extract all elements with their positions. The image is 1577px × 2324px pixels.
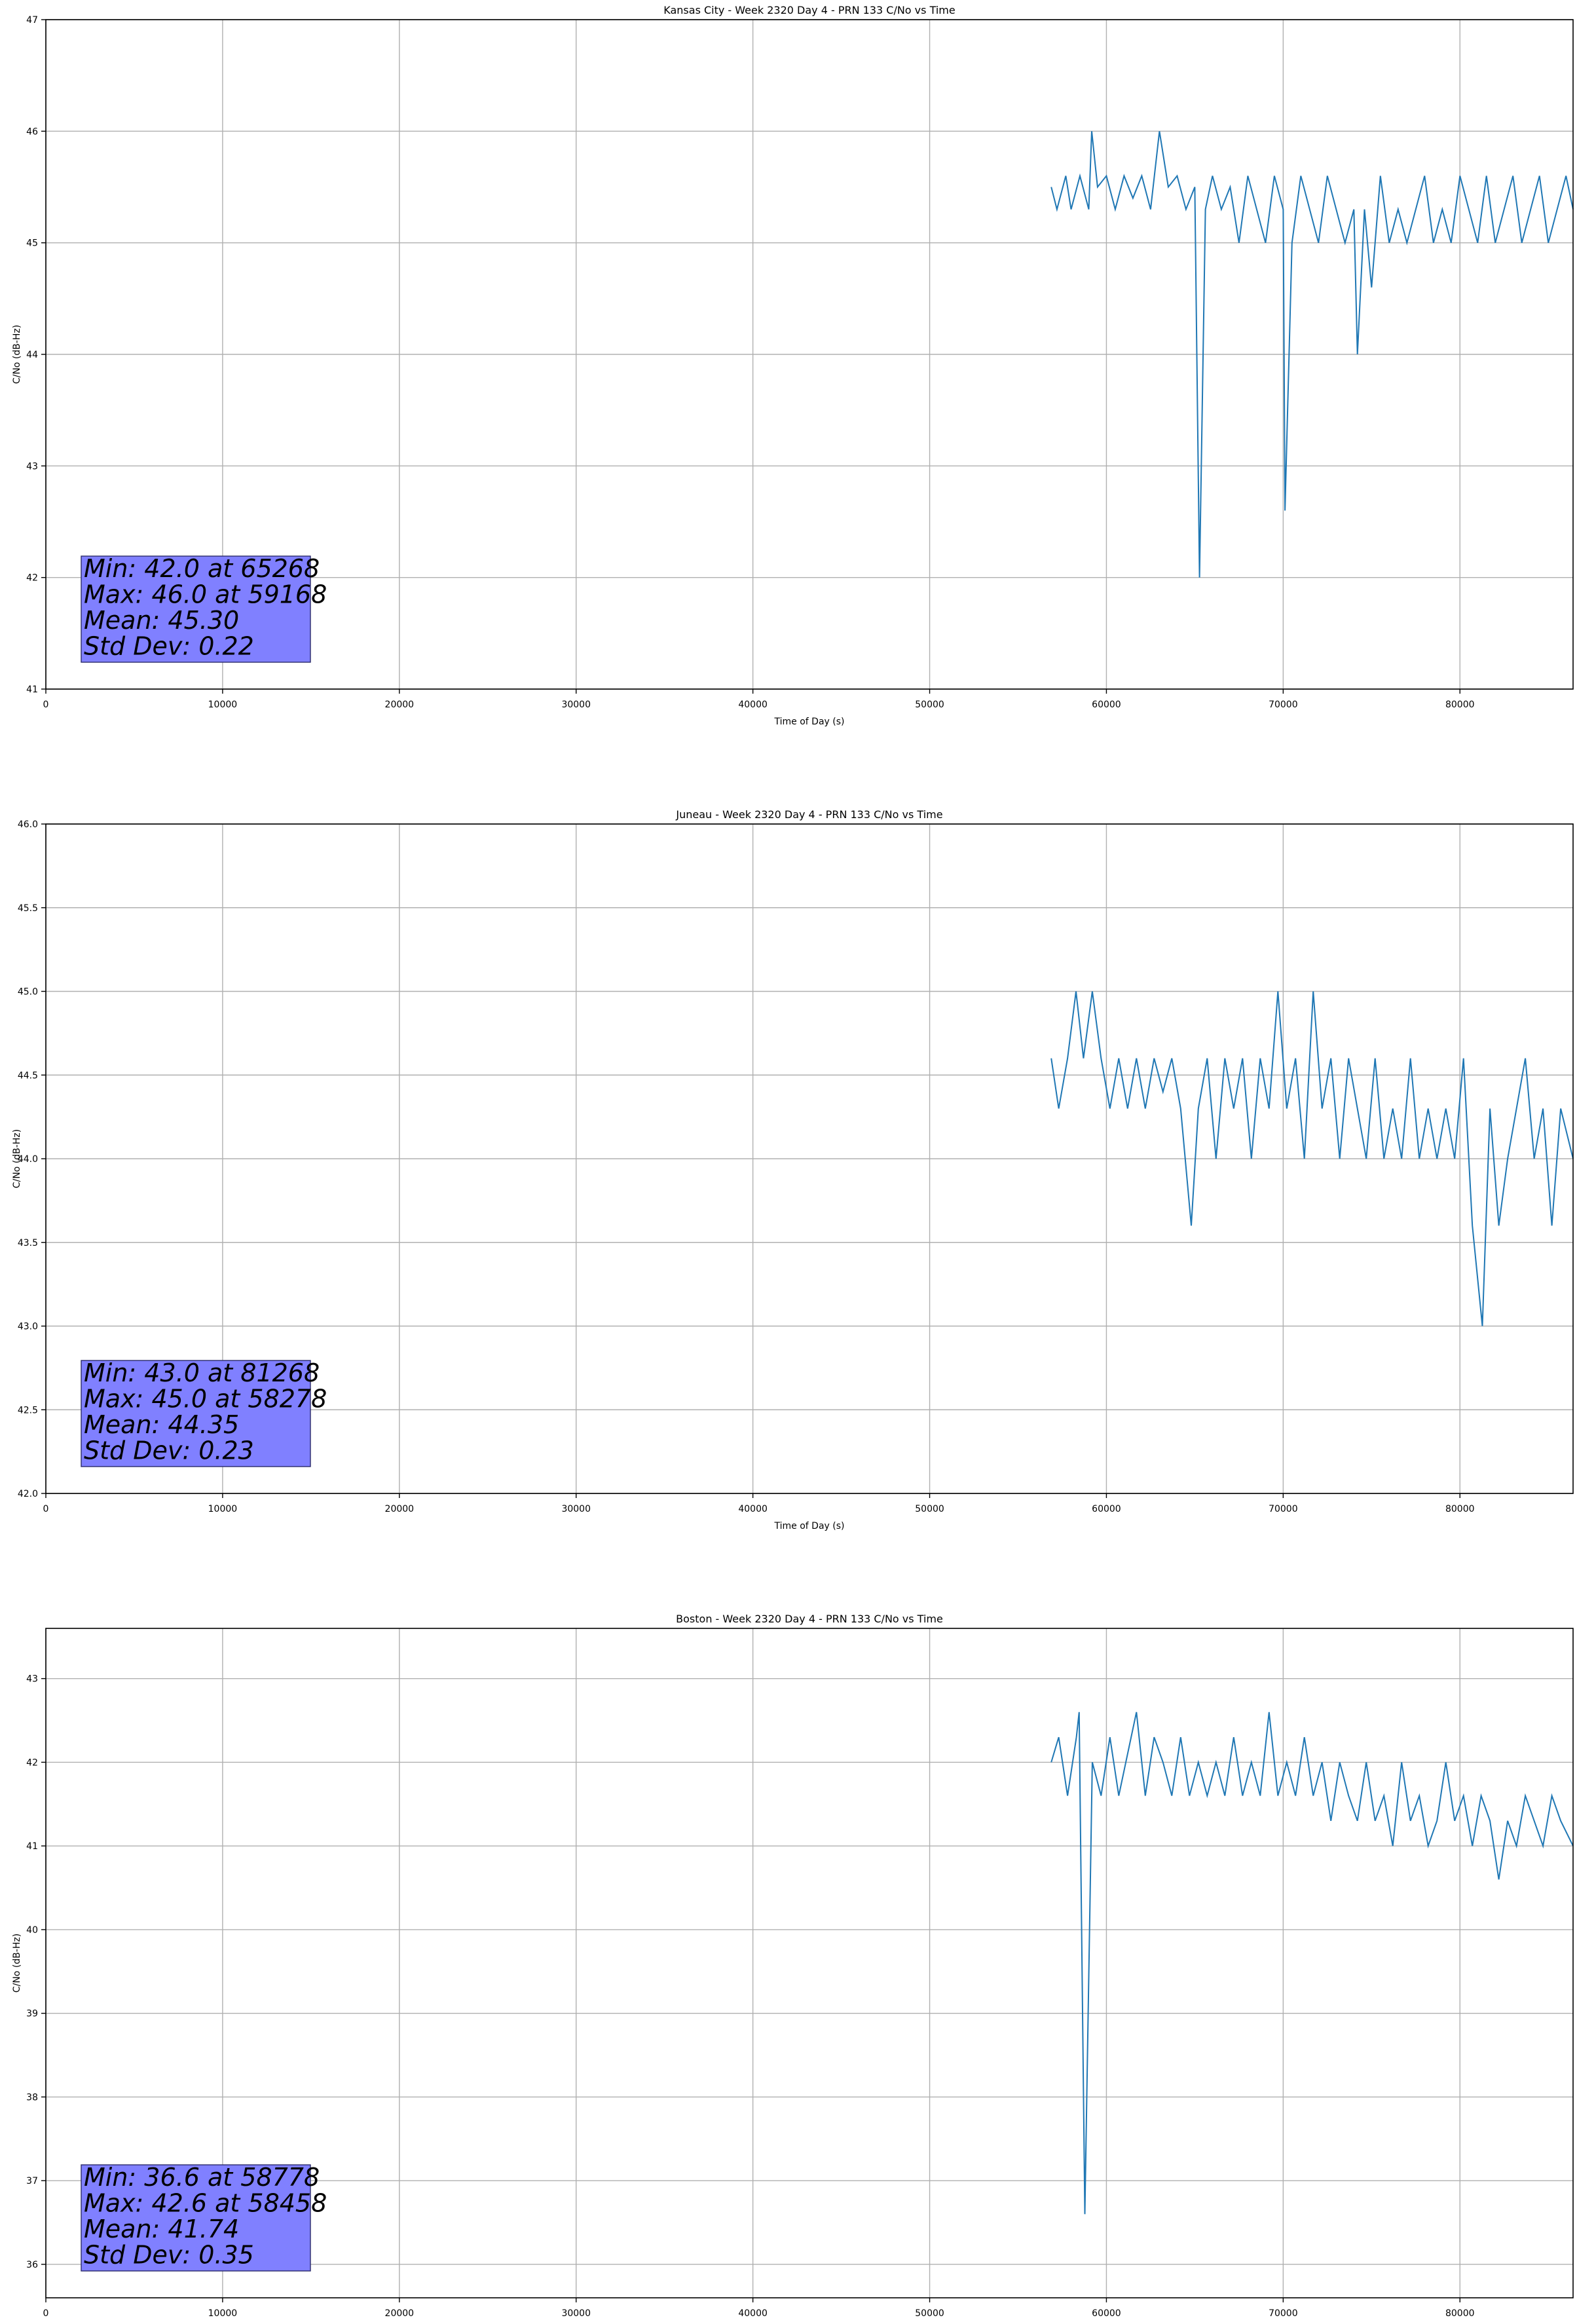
x-tick-label: 10000 (208, 1504, 238, 1514)
y-tick-label: 44.5 (18, 1070, 38, 1081)
y-tick-label: 36 (26, 2260, 38, 2270)
stats-line: Min: 43.0 at 81268 (84, 1359, 320, 1387)
y-tick-label: 42.0 (18, 1489, 38, 1499)
chart-title: Juneau - Week 2320 Day 4 - PRN 133 C/No … (675, 808, 942, 821)
stats-line: Max: 42.6 at 58458 (84, 2189, 327, 2218)
x-tick-label: 40000 (738, 2308, 768, 2319)
y-tick-label: 42 (26, 573, 38, 584)
stats-line: Std Dev: 0.22 (84, 632, 254, 661)
series-line (1050, 991, 1574, 1326)
x-axis-label: Time of Day (s) (774, 1521, 845, 1531)
x-tick-label: 70000 (1269, 700, 1298, 710)
series-line (1050, 131, 1574, 578)
x-tick-label: 60000 (1092, 700, 1121, 710)
x-tick-label: 80000 (1445, 700, 1475, 710)
x-tick-label: 0 (43, 700, 49, 710)
x-tick-label: 80000 (1445, 2308, 1475, 2319)
chart-panel-1: 0 10000 20000 30000 40000 50000 60000 70000 8000… (12, 4, 1574, 727)
stats-line: Max: 45.0 at 58278 (84, 1385, 327, 1414)
stats-line: Mean: 44.35 (84, 1410, 239, 1439)
y-tick-label: 41 (26, 1841, 38, 1852)
x-tick-label: 70000 (1269, 1504, 1298, 1514)
y-tick-label: 47 (26, 15, 38, 26)
x-tick-label: 30000 (561, 1504, 591, 1514)
axes-frame (45, 1628, 1574, 2298)
stats-line: Std Dev: 0.23 (84, 1436, 254, 1465)
x-axis-label: Time of Day (s) (774, 717, 845, 727)
y-tick-label: 43 (26, 461, 38, 472)
chart-title: Kansas City - Week 2320 Day 4 - PRN 133 … (663, 4, 955, 16)
x-tick-label: 80000 (1445, 1504, 1475, 1514)
x-tick-label: 0 (43, 2308, 49, 2319)
stats-line: Mean: 45.30 (84, 606, 239, 635)
y-tick-label: 46.0 (18, 819, 38, 830)
y-tick-label: 41 (26, 684, 38, 695)
y-tick-label: 46 (26, 126, 38, 137)
x-tick-label: 10000 (208, 2308, 238, 2319)
chart-title: Boston - Week 2320 Day 4 - PRN 133 C/No … (676, 1613, 943, 1625)
stats-line: Min: 36.6 at 58778 (84, 2163, 320, 2192)
y-tick-label: 45.0 (18, 987, 38, 998)
y-tick-label: 44 (26, 350, 38, 360)
y-tick-label: 45 (26, 238, 38, 249)
x-tick-label: 50000 (915, 2308, 944, 2319)
x-tick-label: 20000 (385, 700, 415, 710)
y-tick-label: 43 (26, 1674, 38, 1685)
x-tick-label: 20000 (385, 1504, 415, 1514)
y-tick-label: 42 (26, 1757, 38, 1768)
y-axis-label: C/No (dB-Hz) (12, 1129, 22, 1188)
y-axis-label: C/No (dB-Hz) (12, 1934, 22, 1993)
stats-line: Std Dev: 0.35 (84, 2241, 254, 2270)
stats-line: Min: 42.0 at 65268 (84, 554, 320, 583)
y-tick-label: 43.5 (18, 1238, 38, 1248)
stats-box (81, 1360, 311, 1467)
x-tick-label: 60000 (1092, 2308, 1121, 2319)
stats-line: Mean: 41.74 (84, 2215, 239, 2243)
x-tick-label: 20000 (385, 2308, 415, 2319)
x-tick-label: 30000 (561, 700, 591, 710)
x-tick-label: 70000 (1269, 2308, 1298, 2319)
chart-panel-2: 0 10000 20000 30000 40000 50000 60000 70000 8000… (12, 808, 1574, 1531)
x-tick-label: 40000 (738, 700, 768, 710)
x-tick-label: 50000 (915, 700, 944, 710)
y-tick-label: 40 (26, 1925, 38, 1936)
x-tick-label: 50000 (915, 1504, 944, 1514)
chart-panel-3: 0 10000 20000 30000 40000 50000 60000 70000 8000… (12, 1613, 1574, 2319)
y-tick-label: 37 (26, 2176, 38, 2186)
y-tick-label: 38 (26, 2092, 38, 2103)
y-tick-label: 42.5 (18, 1405, 38, 1415)
x-tick-label: 60000 (1092, 1504, 1121, 1514)
y-axis-label: C/No (dB-Hz) (12, 325, 22, 384)
x-tick-label: 0 (43, 1504, 49, 1514)
y-tick-label: 44.0 (18, 1154, 38, 1165)
stats-line: Max: 46.0 at 59168 (84, 580, 327, 609)
x-tick-label: 10000 (208, 700, 238, 710)
x-tick-label: 40000 (738, 1504, 768, 1514)
x-tick-label: 30000 (561, 2308, 591, 2319)
y-tick-label: 39 (26, 2009, 38, 2019)
stats-box (81, 555, 311, 663)
stats-box (81, 2164, 311, 2272)
y-tick-label: 45.5 (18, 903, 38, 914)
series-line (1050, 1712, 1574, 2215)
y-tick-label: 43.0 (18, 1322, 38, 1332)
